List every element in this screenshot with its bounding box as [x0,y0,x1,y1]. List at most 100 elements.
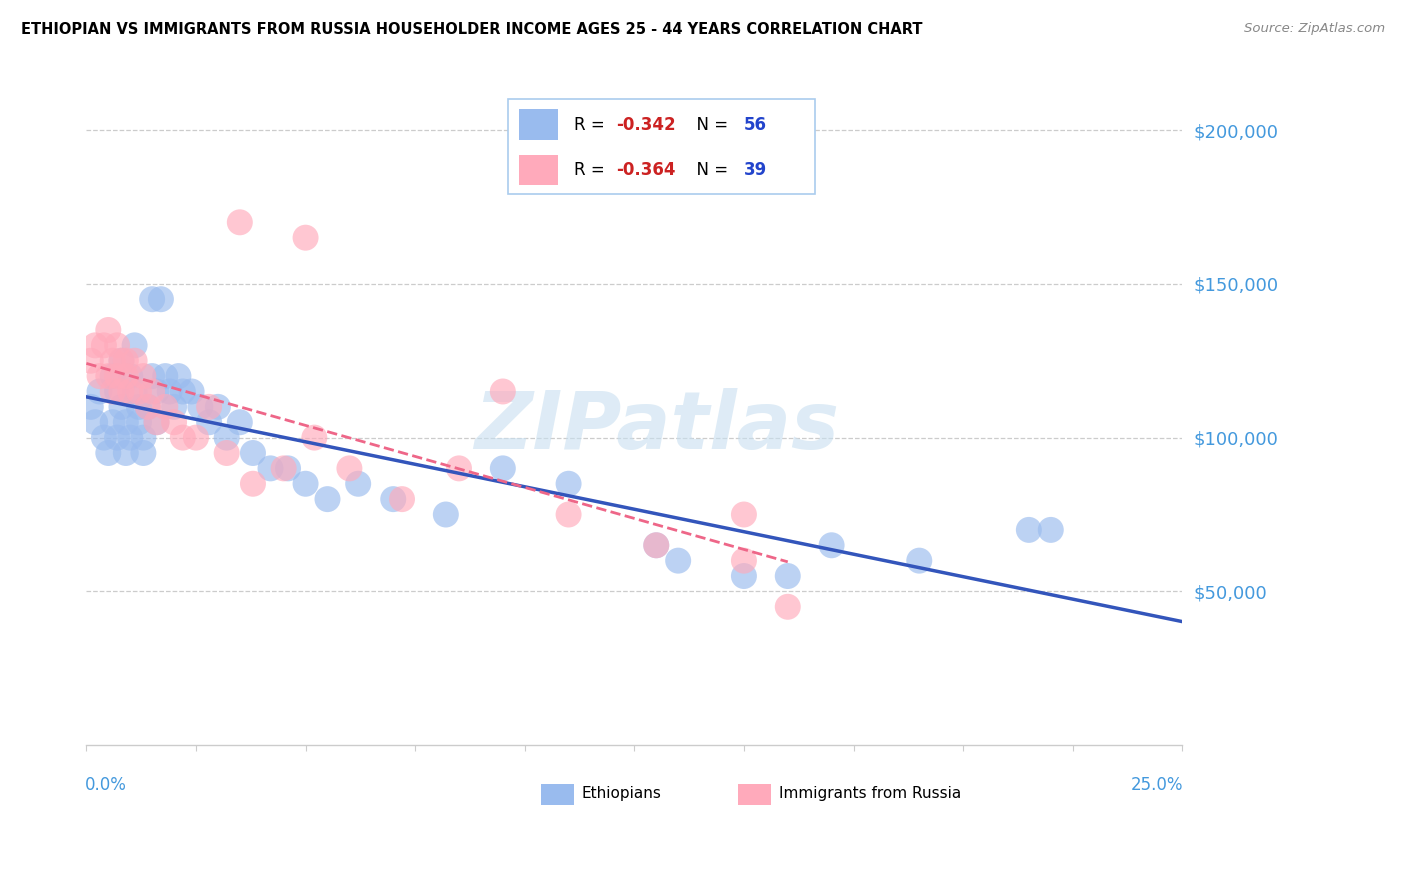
Point [136,400,159,414]
FancyBboxPatch shape [541,784,574,805]
Point [124,384,146,399]
Point [141,384,163,399]
Point [115,369,138,384]
Point [159,384,181,399]
Point [145,384,167,399]
Text: -0.342: -0.342 [616,116,675,134]
Point [132,446,155,460]
Point [124,338,146,352]
Point [132,369,155,384]
Point [84,338,107,352]
Point [198,400,221,414]
Text: ETHIOPIAN VS IMMIGRANTS FROM RUSSIA HOUSEHOLDER INCOME AGES 25 - 44 YEARS CORREL: ETHIOPIAN VS IMMIGRANTS FROM RUSSIA HOUS… [21,22,922,37]
Point [242,476,264,491]
Point [733,508,755,522]
Point [124,353,146,368]
Point [347,476,370,491]
Text: 39: 39 [744,161,768,179]
Point [645,538,668,552]
Point [105,431,128,445]
Point [136,400,159,414]
FancyBboxPatch shape [509,99,815,194]
Text: Ethiopians: Ethiopians [582,787,662,801]
Point [229,215,252,229]
Point [259,461,281,475]
Point [110,353,132,368]
Text: 0.0%: 0.0% [86,776,127,794]
Point [128,415,150,429]
Point [198,415,221,429]
Point [97,369,120,384]
Point [110,384,132,399]
Point [149,292,172,306]
Point [89,384,111,399]
Point [447,461,470,475]
Point [167,369,190,384]
Point [733,554,755,568]
Text: N =: N = [686,161,733,179]
Point [97,323,120,337]
Point [190,400,212,414]
Point [733,569,755,583]
Point [229,415,252,429]
Point [132,431,155,445]
Point [110,400,132,414]
Point [434,508,457,522]
Point [776,569,799,583]
Point [155,369,177,384]
FancyBboxPatch shape [519,110,558,140]
Text: R =: R = [574,116,610,134]
Point [492,384,515,399]
Point [120,384,142,399]
Point [215,446,238,460]
Point [115,415,138,429]
Point [172,384,194,399]
FancyBboxPatch shape [738,784,772,805]
Point [110,353,132,368]
Point [666,554,689,568]
Point [273,461,295,475]
Point [339,461,361,475]
Text: 25.0%: 25.0% [1130,776,1184,794]
Point [207,400,229,414]
Point [141,292,163,306]
Point [180,384,202,399]
Point [172,431,194,445]
Text: ZIPatlas: ZIPatlas [474,388,839,467]
Point [382,492,405,507]
Point [105,384,128,399]
Point [557,508,579,522]
Point [645,538,668,552]
Point [304,431,326,445]
Point [492,461,515,475]
Point [84,415,107,429]
Point [184,431,207,445]
Point [242,446,264,460]
Point [93,338,115,352]
Point [776,599,799,614]
FancyBboxPatch shape [519,155,558,186]
Point [93,431,115,445]
Point [80,400,103,414]
Point [908,554,931,568]
Text: 56: 56 [744,116,766,134]
Point [120,431,142,445]
Text: -0.364: -0.364 [616,161,675,179]
Point [1018,523,1040,537]
Text: Source: ZipAtlas.com: Source: ZipAtlas.com [1244,22,1385,36]
Point [145,415,167,429]
Point [128,384,150,399]
Text: N =: N = [686,116,733,134]
Point [316,492,339,507]
Point [120,369,142,384]
Point [1039,523,1062,537]
Point [80,353,103,368]
Point [163,400,186,414]
Point [101,415,124,429]
Text: R =: R = [574,161,610,179]
Point [141,369,163,384]
Point [145,415,167,429]
Point [105,338,128,352]
Point [101,353,124,368]
Point [105,369,128,384]
